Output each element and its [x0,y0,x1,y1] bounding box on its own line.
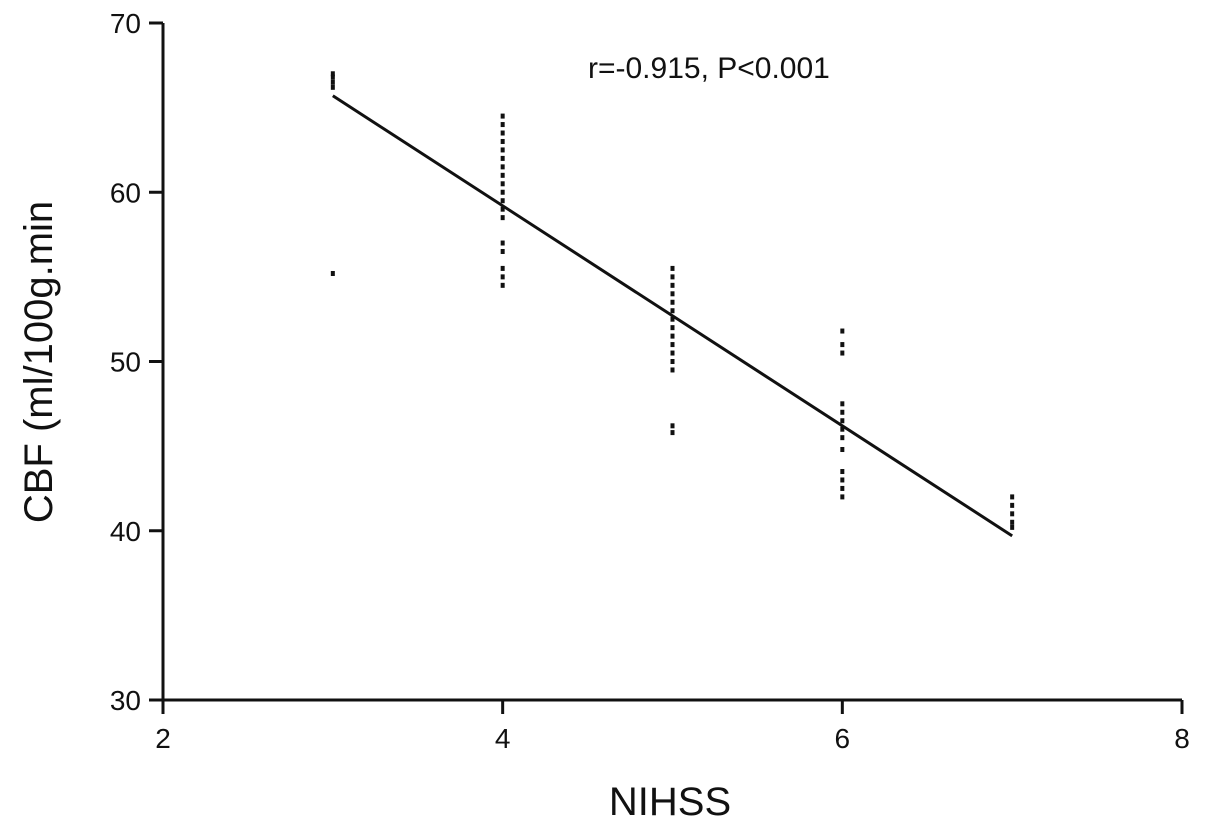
data-point [670,282,675,288]
x-tick-label: 6 [835,723,851,754]
data-point [670,342,675,348]
data-point [670,308,675,314]
data-point [330,84,335,90]
y-tick-label: 50 [110,347,141,378]
data-point [840,469,845,475]
data-point [670,299,675,305]
data-point [670,274,675,280]
data-point [670,325,675,331]
data-point [840,328,845,334]
data-point [500,274,505,280]
axes: 30 40 50 60 70 2 4 6 8 [110,8,1190,754]
data-point [330,74,335,80]
x-axis-title: NIHSS [609,780,731,824]
data-point [840,447,845,453]
y-tick-label: 40 [110,516,141,547]
data-point [670,291,675,297]
data-point [500,181,505,187]
data-point [500,113,505,119]
data-point [500,215,505,221]
data-point [500,198,505,204]
data-point [500,265,505,271]
data-point [500,172,505,178]
data-point [840,418,845,424]
data-point [500,138,505,144]
data-point [500,130,505,136]
data-point [670,367,675,373]
data-point [670,423,675,429]
data-point [500,248,505,254]
data-point [500,164,505,170]
data-point [840,477,845,483]
data-point [670,350,675,356]
data-points [330,71,1015,530]
data-point [840,409,845,415]
data-point [1010,511,1015,517]
regression-line-group [332,94,1013,538]
y-axis-title: CBF (ml/100g.min [17,201,61,523]
data-point [500,282,505,288]
data-point [670,430,675,436]
data-point [670,359,675,364]
data-point [1010,494,1015,500]
data-point [330,79,335,85]
data-point [500,155,505,161]
regression-line [332,94,1013,538]
correlation-annotation: r=-0.915, P<0.001 [588,52,830,85]
data-point [330,71,335,77]
data-point [500,122,505,128]
data-point [1010,524,1015,530]
y-tick-label: 70 [110,8,141,39]
data-point [500,189,505,195]
data-point [840,435,845,441]
x-tick-label: 2 [155,723,171,754]
data-point [670,333,675,339]
data-point [1010,519,1015,525]
data-point [500,206,505,212]
x-tick-label: 4 [495,723,511,754]
data-point [670,316,675,322]
data-point [840,485,845,491]
data-point [670,265,675,271]
data-point [1010,502,1015,508]
y-tick-label: 30 [110,685,141,716]
data-point [500,147,505,153]
data-point [500,240,505,246]
data-point [330,270,335,276]
y-tick-label: 60 [110,177,141,208]
x-tick-label: 8 [1174,723,1190,754]
data-point [840,350,845,356]
data-point [840,401,845,407]
data-point [840,494,845,500]
data-point [840,342,845,348]
data-point [840,426,845,432]
